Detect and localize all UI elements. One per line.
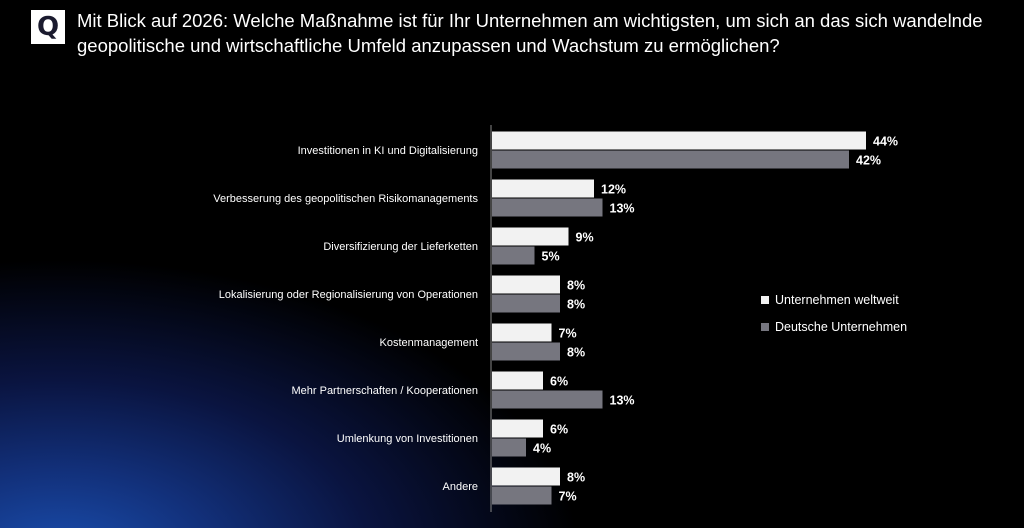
bar-global [492,371,543,390]
data-label: 13% [610,394,635,408]
bar-germany [492,438,526,457]
bar-global [492,467,560,486]
data-label: 44% [873,135,898,149]
category-label: Lokalisierung oder Regionalisierung von … [219,289,478,301]
data-label: 7% [559,327,577,341]
bar-germany [492,390,603,409]
bar-global [492,275,560,294]
data-label: 6% [550,375,568,389]
data-label: 5% [542,250,560,264]
question-icon: Q [31,10,65,44]
data-label: 4% [533,442,551,456]
legend-swatch [761,296,769,304]
data-label: 9% [576,231,594,245]
category-label: Diversifizierung der Lieferketten [323,241,478,253]
legend-swatch [761,323,769,331]
bar-germany [492,150,849,169]
category-label: Mehr Partnerschaften / Kooperationen [291,385,478,397]
bar-germany [492,486,552,505]
bar-global [492,323,552,342]
bar-global [492,179,594,198]
bar-germany [492,246,535,265]
category-label: Umlenkung von Investitionen [337,433,478,445]
legend-item: Deutsche Unternehmen [775,320,907,334]
data-label: 13% [610,202,635,216]
data-label: 8% [567,279,585,293]
category-label: Verbesserung des geopolitischen Risikoma… [213,193,478,205]
data-label: 8% [567,471,585,485]
data-label: 12% [601,183,626,197]
bar-global [492,131,866,150]
data-label: 42% [856,154,881,168]
data-label: 8% [567,298,585,312]
data-label: 8% [567,346,585,360]
category-label: Kostenmanagement [380,337,478,349]
legend-item: Unternehmen weltweit [775,293,899,307]
data-label: 6% [550,423,568,437]
bar-germany [492,294,560,313]
chart-title: Mit Blick auf 2026: Welche Maßnahme ist … [77,10,983,56]
category-label: Andere [443,481,478,493]
category-label: Investitionen in KI und Digitalisierung [298,145,478,157]
bar-germany [492,198,603,217]
bar-global [492,419,543,438]
data-label: 7% [559,490,577,504]
bar-germany [492,342,560,361]
bar-global [492,227,569,246]
